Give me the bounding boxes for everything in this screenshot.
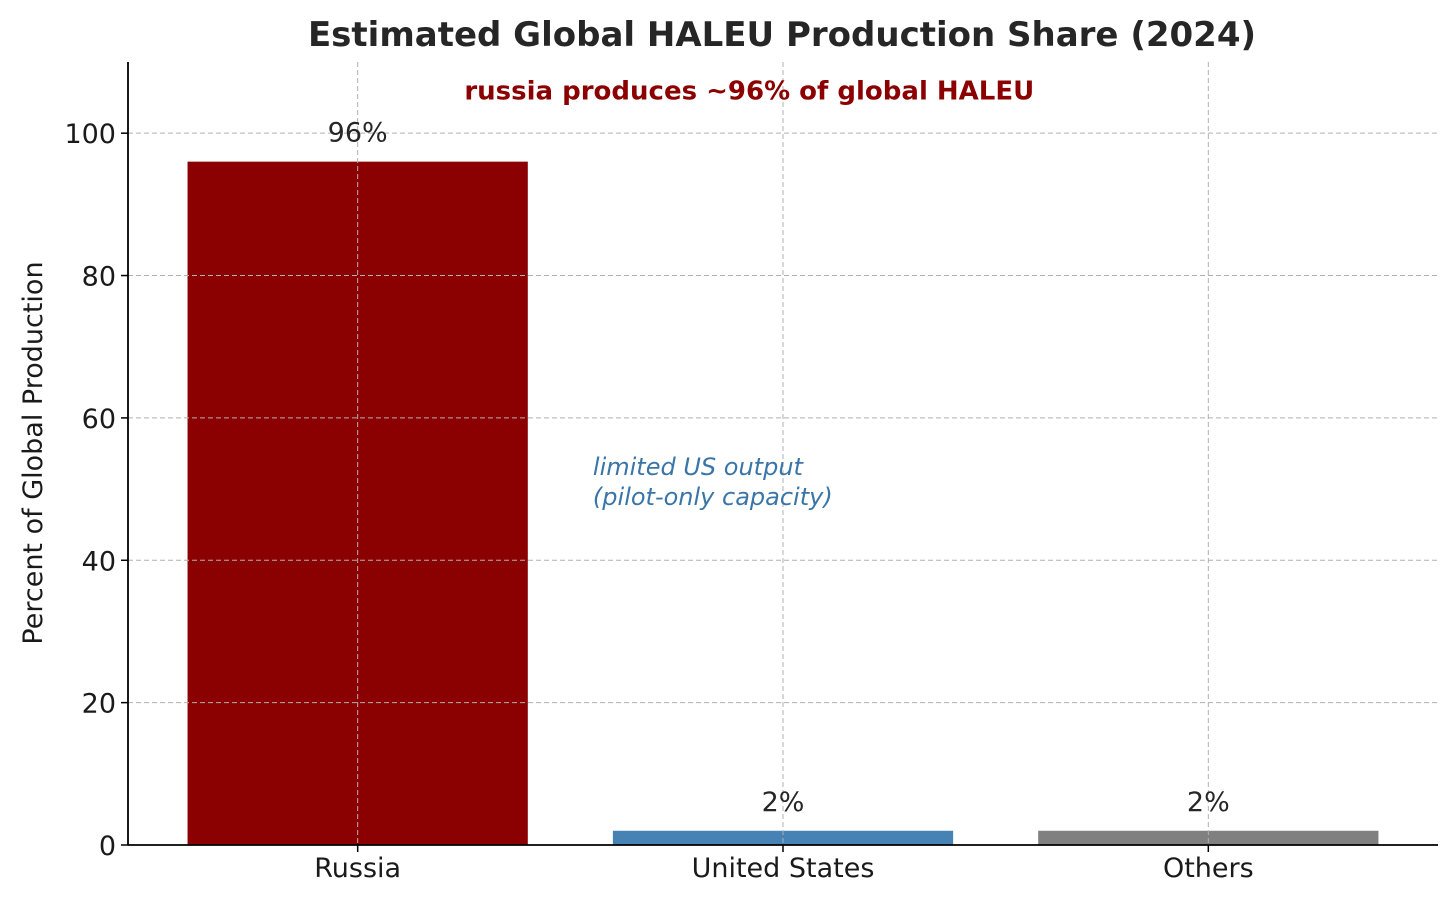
y-tick-label-100: 100: [64, 119, 116, 150]
data-label-russia: 96%: [328, 118, 388, 149]
y-tick-label-20: 20: [82, 689, 116, 720]
annotation-russia-share: russia produces ~96% of global HALEU: [464, 76, 1034, 106]
x-tick-label-united-states: United States: [692, 853, 875, 884]
annotation-us-output-line-1: limited US output: [593, 453, 805, 481]
bar-united-states: [612, 830, 954, 845]
data-label-others: 2%: [1187, 787, 1230, 818]
y-axis-label: Percent of Global Production: [18, 261, 49, 644]
x-tick-label-others: Others: [1163, 853, 1254, 884]
annotation-us-output-line-2: (pilot-only capacity): [593, 483, 833, 511]
y-tick-label-60: 60: [82, 404, 116, 435]
grid-layer: [128, 62, 1438, 845]
chart-title: Estimated Global HALEU Production Share …: [308, 15, 1256, 55]
data-label-united-states: 2%: [762, 787, 805, 818]
y-tick-label-0: 0: [99, 831, 116, 862]
axes-layer: [121, 62, 1438, 852]
labels-layer: 0 20 40 60 80 100 Russia United States Others 96%…: [64, 76, 1253, 884]
y-tick-label-80: 80: [82, 262, 116, 293]
bar-others: [1038, 830, 1379, 845]
y-tick-label-40: 40: [82, 546, 116, 577]
x-tick-label-russia: Russia: [314, 853, 401, 884]
